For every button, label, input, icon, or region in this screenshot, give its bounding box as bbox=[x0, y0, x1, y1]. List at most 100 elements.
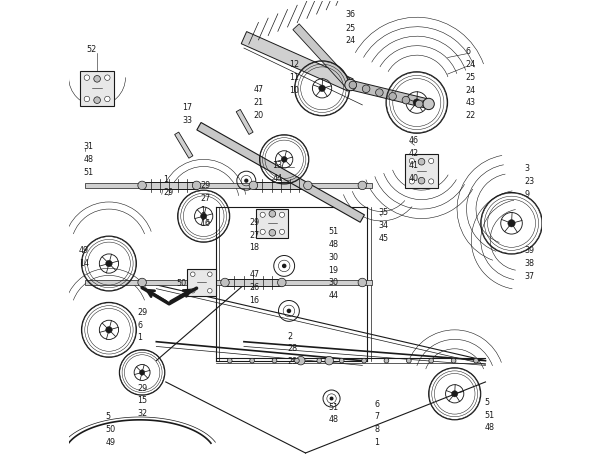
Text: 51: 51 bbox=[328, 402, 338, 411]
Text: 29: 29 bbox=[137, 384, 148, 393]
Polygon shape bbox=[349, 80, 430, 109]
Circle shape bbox=[208, 272, 212, 276]
Circle shape bbox=[283, 265, 286, 267]
Circle shape bbox=[138, 181, 147, 190]
Circle shape bbox=[362, 358, 367, 363]
Text: 30: 30 bbox=[328, 278, 338, 287]
Text: 1: 1 bbox=[374, 438, 379, 447]
Text: 28: 28 bbox=[288, 344, 298, 353]
Polygon shape bbox=[282, 280, 372, 285]
Text: 48: 48 bbox=[328, 240, 338, 249]
Circle shape bbox=[409, 158, 414, 163]
Text: 1: 1 bbox=[163, 175, 169, 184]
Circle shape bbox=[415, 100, 423, 108]
Text: 13: 13 bbox=[273, 161, 282, 170]
Circle shape bbox=[277, 278, 286, 287]
Circle shape bbox=[106, 326, 112, 333]
Text: 6: 6 bbox=[137, 321, 142, 330]
Text: 47: 47 bbox=[250, 270, 260, 279]
Circle shape bbox=[384, 358, 389, 363]
Circle shape bbox=[104, 75, 110, 80]
Circle shape bbox=[281, 156, 287, 162]
Circle shape bbox=[296, 356, 305, 365]
Polygon shape bbox=[197, 123, 364, 222]
Circle shape bbox=[331, 397, 333, 400]
Text: 42: 42 bbox=[409, 149, 419, 158]
Text: 36: 36 bbox=[346, 10, 356, 19]
Text: 27: 27 bbox=[250, 231, 260, 239]
Circle shape bbox=[429, 358, 434, 363]
Circle shape bbox=[250, 358, 254, 363]
Text: 29: 29 bbox=[137, 308, 148, 317]
Text: 48: 48 bbox=[485, 423, 494, 432]
Circle shape bbox=[508, 219, 515, 227]
Circle shape bbox=[138, 278, 147, 287]
Circle shape bbox=[452, 358, 456, 363]
Circle shape bbox=[279, 212, 285, 218]
Circle shape bbox=[94, 76, 100, 82]
Text: 48: 48 bbox=[84, 155, 94, 164]
Polygon shape bbox=[175, 132, 193, 158]
Text: 16: 16 bbox=[250, 295, 260, 304]
Text: 27: 27 bbox=[200, 194, 211, 203]
Text: 24: 24 bbox=[466, 86, 476, 95]
Polygon shape bbox=[86, 280, 225, 285]
Text: 31: 31 bbox=[84, 142, 94, 151]
Text: 6: 6 bbox=[374, 399, 379, 408]
Text: 48: 48 bbox=[328, 415, 338, 424]
Text: 11: 11 bbox=[289, 73, 299, 82]
Text: 35: 35 bbox=[379, 209, 389, 218]
Circle shape bbox=[317, 358, 321, 363]
Text: 8: 8 bbox=[374, 425, 379, 434]
Polygon shape bbox=[142, 181, 197, 189]
Circle shape bbox=[192, 181, 201, 190]
Bar bbox=[187, 269, 216, 296]
Circle shape bbox=[409, 179, 414, 184]
Circle shape bbox=[376, 89, 383, 96]
Text: 49: 49 bbox=[79, 246, 89, 255]
Text: 41: 41 bbox=[409, 162, 419, 171]
Text: 44: 44 bbox=[273, 174, 282, 183]
Circle shape bbox=[452, 390, 458, 397]
Text: 7: 7 bbox=[374, 412, 379, 421]
Bar bbox=[406, 154, 437, 188]
Text: 23: 23 bbox=[524, 177, 535, 186]
Polygon shape bbox=[197, 182, 254, 188]
Polygon shape bbox=[308, 182, 372, 188]
Text: 44: 44 bbox=[328, 291, 338, 300]
Circle shape bbox=[191, 288, 195, 293]
Circle shape bbox=[260, 212, 265, 218]
Bar bbox=[256, 209, 288, 238]
Circle shape bbox=[245, 179, 247, 182]
Polygon shape bbox=[86, 182, 142, 188]
Circle shape bbox=[358, 278, 367, 287]
Circle shape bbox=[84, 96, 90, 102]
Circle shape bbox=[345, 79, 356, 91]
Circle shape bbox=[104, 96, 110, 102]
Text: 40: 40 bbox=[409, 174, 419, 183]
Text: 2: 2 bbox=[288, 332, 293, 341]
Polygon shape bbox=[241, 31, 353, 91]
Text: 43: 43 bbox=[466, 98, 475, 107]
Text: 34: 34 bbox=[379, 221, 389, 230]
Text: 12: 12 bbox=[289, 60, 299, 69]
Text: 49: 49 bbox=[106, 437, 115, 446]
Text: 25: 25 bbox=[466, 73, 476, 82]
Text: 9: 9 bbox=[524, 190, 530, 199]
Circle shape bbox=[349, 81, 357, 89]
Text: 21: 21 bbox=[254, 98, 263, 107]
Polygon shape bbox=[254, 181, 308, 189]
Text: 38: 38 bbox=[524, 259, 534, 268]
Text: 50: 50 bbox=[177, 279, 187, 288]
Polygon shape bbox=[293, 24, 351, 86]
Text: 50: 50 bbox=[106, 425, 115, 434]
Text: 33: 33 bbox=[182, 115, 192, 124]
Circle shape bbox=[406, 358, 411, 363]
Circle shape bbox=[260, 229, 265, 234]
Text: 24: 24 bbox=[346, 37, 356, 46]
Text: 39: 39 bbox=[524, 246, 535, 255]
Circle shape bbox=[358, 181, 367, 190]
Text: 45: 45 bbox=[379, 234, 389, 243]
Circle shape bbox=[295, 358, 299, 363]
Text: 37: 37 bbox=[524, 272, 535, 281]
